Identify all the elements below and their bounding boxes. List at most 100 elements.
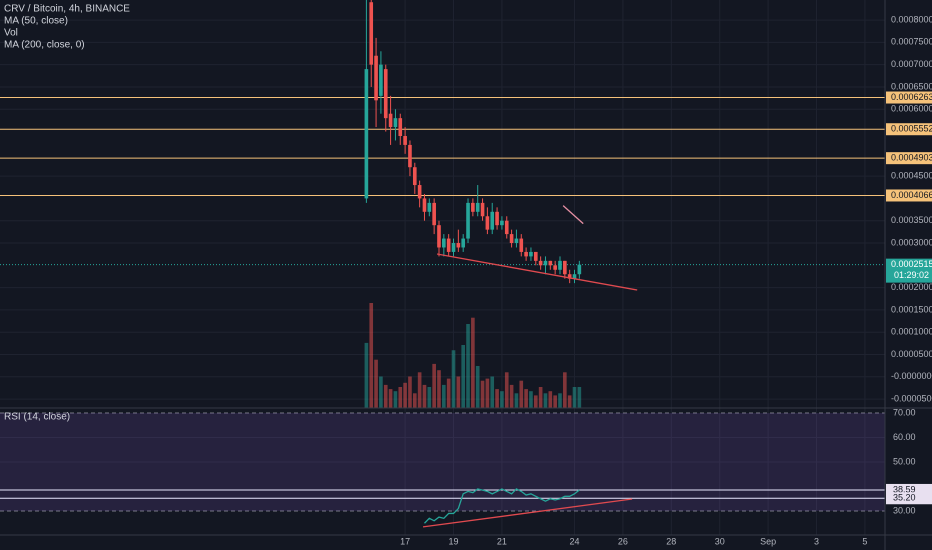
y-tick-label: 0.0002000 xyxy=(891,282,932,292)
candle-body xyxy=(427,202,432,212)
candle-body xyxy=(514,238,519,244)
volume-bar xyxy=(558,393,562,408)
volume-bar xyxy=(412,393,417,408)
candle-body xyxy=(475,202,480,212)
y-tick-label: -0.0000500 xyxy=(891,393,932,403)
x-tick-label: 26 xyxy=(618,536,628,546)
rsi-tick-label: 70.00 xyxy=(893,407,916,417)
volume-bar xyxy=(538,387,543,408)
y-tick-label: 0.0001500 xyxy=(891,304,932,314)
volume-bar xyxy=(393,391,398,408)
y-tick-label: -0.0000000 xyxy=(891,371,932,381)
volume-bar xyxy=(422,384,427,408)
x-tick-label: 17 xyxy=(400,536,410,546)
y-tick-label: 0.0000500 xyxy=(891,349,932,359)
volume-bar xyxy=(543,393,548,408)
grid xyxy=(0,0,885,535)
volume-bar xyxy=(504,372,509,408)
volume-bar xyxy=(417,372,422,408)
candle-body xyxy=(495,211,499,226)
rsi-level-label: 35.20 xyxy=(893,493,916,503)
volume-bar xyxy=(495,389,499,408)
volume-bar xyxy=(480,380,485,408)
x-tick-label: 28 xyxy=(666,536,676,546)
y-tick-label: 0.0003500 xyxy=(891,215,932,225)
candle-body xyxy=(529,251,533,257)
volume-bar xyxy=(451,350,456,408)
volume-bar xyxy=(388,389,393,408)
rsi-trendline xyxy=(422,498,633,528)
x-tick-label: 30 xyxy=(715,536,725,546)
x-tick-label: 19 xyxy=(449,536,459,546)
countdown: 01:29:02 xyxy=(894,270,929,280)
candle-body xyxy=(538,260,543,266)
y-tick-label: 0.0004500 xyxy=(891,171,932,181)
candle-body xyxy=(393,118,398,128)
candle-body xyxy=(369,2,374,65)
candle-body xyxy=(451,243,456,252)
rsi-tick-label: 30.00 xyxy=(893,505,916,515)
candle-body xyxy=(567,274,572,279)
x-tick-label: 24 xyxy=(570,536,580,546)
candle-body xyxy=(558,260,562,270)
volume-bar xyxy=(461,345,466,408)
volume-bar xyxy=(456,376,461,408)
volume-bar xyxy=(533,395,538,408)
x-tick-label: 5 xyxy=(862,536,867,546)
level-label: 0.0006263 xyxy=(891,92,932,102)
candle-body xyxy=(442,238,446,248)
volume-bar xyxy=(475,366,480,408)
last-price-tag xyxy=(886,258,932,283)
candle-body xyxy=(456,243,461,248)
level-tag xyxy=(886,123,932,136)
volume-bar xyxy=(403,382,407,408)
candle-body xyxy=(388,113,393,128)
rsi-line xyxy=(424,488,580,524)
candle-body xyxy=(461,238,466,248)
volume-bar xyxy=(514,393,519,408)
indicator-label[interactable]: Vol xyxy=(4,28,18,39)
y-tick-label: 0.0007500 xyxy=(891,37,932,47)
candle-body xyxy=(548,260,553,266)
candle-body xyxy=(519,238,524,252)
volume-bar xyxy=(524,389,528,408)
candle-body xyxy=(417,185,422,199)
level-label: 0.0005552 xyxy=(891,124,932,134)
volume-bar xyxy=(364,342,369,408)
rsi-title[interactable]: RSI (14, close) xyxy=(4,412,70,423)
candle-body xyxy=(432,202,436,226)
indicator-label[interactable]: MA (50, close) xyxy=(4,16,68,27)
volume-bar xyxy=(572,387,577,408)
candle-body xyxy=(437,225,441,248)
volume-bar xyxy=(437,370,441,408)
trendline xyxy=(436,253,638,291)
trendline xyxy=(562,205,584,225)
candle-body xyxy=(563,260,567,275)
candle-body xyxy=(533,251,538,261)
candle-body xyxy=(398,118,403,136)
rsi-tick-label: 60.00 xyxy=(893,432,916,442)
volume-bar xyxy=(500,391,504,408)
volume-bar xyxy=(529,391,533,408)
candle-body xyxy=(504,220,509,235)
volume-bar xyxy=(369,303,374,408)
rsi-tick-label: 50.00 xyxy=(893,456,916,466)
volume-bar xyxy=(509,384,514,408)
volume-bar xyxy=(548,391,553,408)
candle-body xyxy=(374,55,378,101)
volume-bar xyxy=(563,372,567,408)
volume-bar xyxy=(398,387,403,408)
candle-body xyxy=(412,167,417,186)
x-tick-label: 21 xyxy=(497,536,507,546)
volume-bar xyxy=(408,376,412,408)
candle-body xyxy=(364,69,369,199)
volume-bar xyxy=(519,380,524,408)
level-tag xyxy=(886,152,932,165)
candle-body xyxy=(524,251,528,257)
volume-bar xyxy=(471,317,475,408)
marks xyxy=(0,0,885,528)
candle-body xyxy=(379,64,383,96)
volume-bar xyxy=(466,324,470,408)
volume-bar xyxy=(485,378,490,408)
indicator-label[interactable]: MA (200, close, 0) xyxy=(4,40,85,51)
